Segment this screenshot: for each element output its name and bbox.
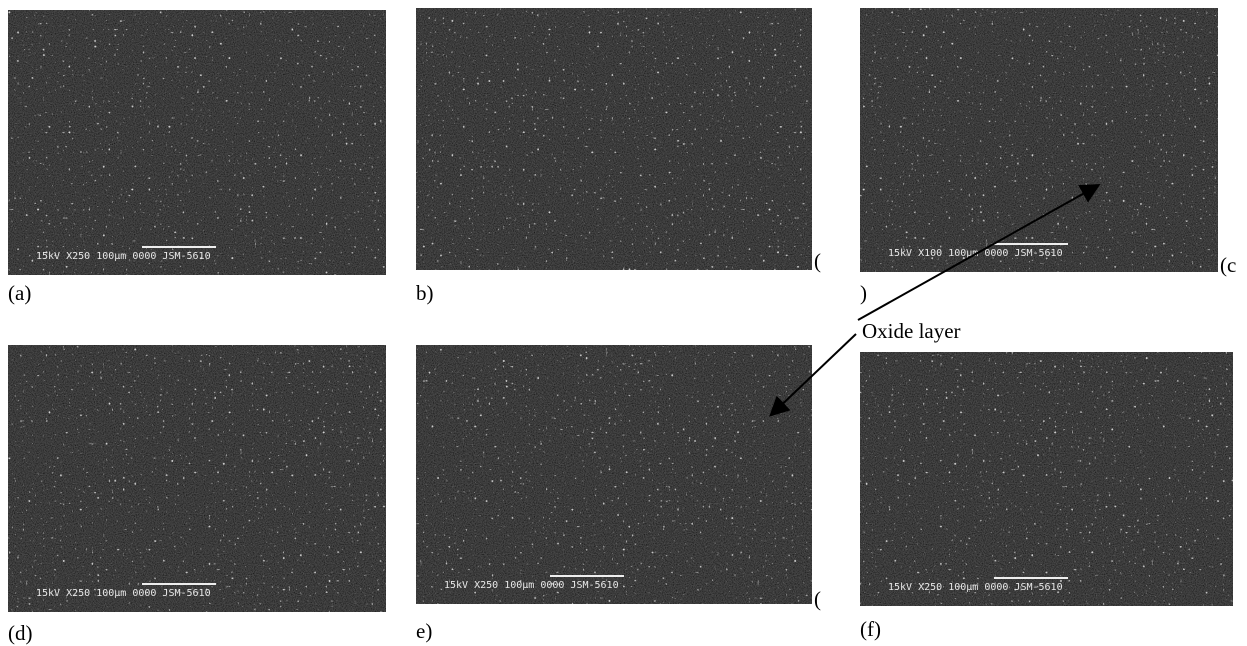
sem-image <box>8 345 386 612</box>
sem-panel: 15kV X100 100µm 0000 JSM-5610)(c <box>860 8 1236 305</box>
panel-label: (c <box>1220 253 1236 277</box>
sem-info: 15kV X250 100µm 0000 JSM-5610 <box>444 580 619 591</box>
sem-image <box>8 10 386 275</box>
sem-info: 15kV X250 100µm 0000 JSM-5610 <box>36 251 211 262</box>
sem-image <box>860 8 1218 272</box>
sem-panel: 15kV X250 100µm 0000 JSM-5610 (d) <box>8 345 386 645</box>
sem-image <box>860 352 1233 606</box>
sem-image <box>416 8 812 270</box>
panels: 15kV X250 100µm 0000 JSM-5610 (a) b) (15kV … <box>8 8 1236 645</box>
sem-panel: 15kV X250 100µm 0000 JSM-5610 (a) <box>8 10 386 305</box>
sem-panel: 15kV X250 100µm 0000 JSM-5610 (f) <box>860 352 1233 641</box>
panel-label: ( <box>814 587 821 611</box>
annotation: Oxide layer <box>862 319 961 343</box>
figure: 15kV X250 100µm 0000 JSM-5610 (a) b) (15kV … <box>0 0 1247 646</box>
panel-label: (f) <box>860 617 881 641</box>
panel-label: b) <box>416 281 434 305</box>
sem-panel: 15kV X250 100µm 0000 JSM-5610 e) ( <box>416 345 821 643</box>
panel-label: ( <box>814 249 821 273</box>
panel-label: e) <box>416 619 432 643</box>
sem-panel: b) ( <box>416 8 821 305</box>
sem-info: 15kV X250 100µm 0000 JSM-5610 <box>888 582 1063 593</box>
sem-image <box>416 345 812 604</box>
panel-label: ) <box>860 281 867 305</box>
panel-label: (a) <box>8 281 31 305</box>
sem-info: 15kV X250 100µm 0000 JSM-5610 <box>36 588 211 599</box>
panel-label: (d) <box>8 621 33 645</box>
